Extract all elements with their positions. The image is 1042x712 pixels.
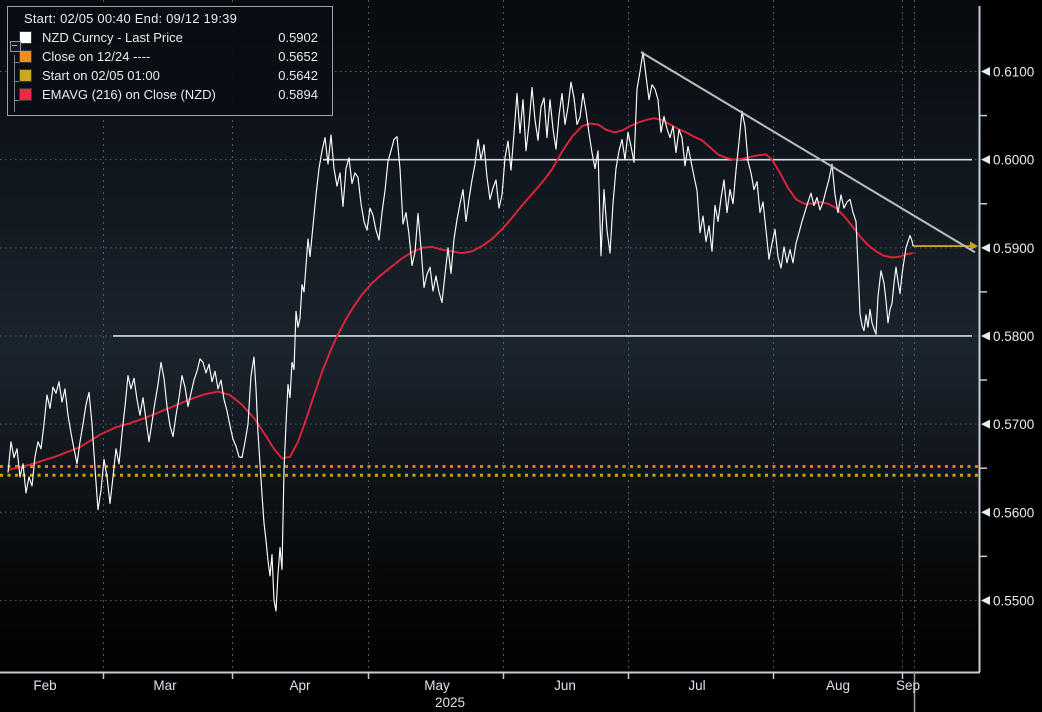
legend-swatch <box>19 50 32 63</box>
legend-item-2[interactable]: Start on 02/05 01:00 0.5642 <box>8 66 332 85</box>
legend-tree-stub <box>14 62 19 63</box>
y-axis-label: 0.5600 <box>993 505 1034 520</box>
legend-item-0[interactable]: NZD Curncy - Last Price 0.5902 <box>8 28 332 47</box>
legend-panel[interactable]: Start: 02/05 00:40 End: 09/12 19:39 NZD … <box>7 6 333 116</box>
legend-swatch <box>19 69 32 82</box>
legend-value: 0.5894 <box>278 87 318 102</box>
legend-tree-stub <box>14 100 19 101</box>
price-line <box>7 51 914 612</box>
month-label-apr: Apr <box>289 678 311 693</box>
month-label-feb: Feb <box>33 678 56 693</box>
legend-label: Start on 02/05 01:00 <box>42 68 160 83</box>
y-axis-label: 0.5900 <box>993 241 1034 256</box>
legend-value: 0.5642 <box>278 68 318 83</box>
legend-swatch <box>19 88 32 101</box>
y-tick-arrow <box>981 507 990 517</box>
y-axis-label: 0.6100 <box>993 65 1034 80</box>
month-label-mar: Mar <box>153 678 177 693</box>
legend-label: EMAVG (216) on Close (NZD) <box>42 87 216 102</box>
y-tick-arrow <box>981 331 990 341</box>
year-label: 2025 <box>435 695 465 710</box>
axis-labels: 0.6100 0.6000 0.5900 0.5800 0.5700 0.5600 0.55… <box>33 65 1034 711</box>
date-range-label: Start: 02/05 00:40 End: 09/12 19:39 <box>24 11 237 26</box>
ema-line <box>7 117 914 471</box>
y-axis-label: 0.5800 <box>993 329 1034 344</box>
legend-value: 0.5902 <box>278 30 318 45</box>
y-tick-arrow <box>981 595 990 605</box>
legend-label: Close on 12/24 ---- <box>42 49 151 64</box>
downtrend-line[interactable] <box>640 51 976 254</box>
month-label-sep: Sep <box>896 678 920 693</box>
y-tick-arrow <box>981 243 990 253</box>
y-tick-arrow <box>981 67 990 76</box>
price-series <box>7 51 914 612</box>
month-label-jun: Jun <box>554 678 576 693</box>
annotations <box>640 51 976 254</box>
y-axis-label: 0.5500 <box>993 593 1034 608</box>
legend-label: NZD Curncy - Last Price <box>42 30 183 45</box>
last-price-arrow <box>970 241 978 251</box>
legend-item-1[interactable]: Close on 12/24 ---- 0.5652 <box>8 47 332 66</box>
legend-item-3[interactable]: EMAVG (216) on Close (NZD) 0.5894 <box>8 85 332 104</box>
legend-value: 0.5652 <box>278 49 318 64</box>
y-axis-label: 0.5700 <box>993 417 1034 432</box>
month-label-jul: Jul <box>688 678 705 693</box>
reference-lines <box>0 158 979 477</box>
legend-swatch <box>19 31 32 44</box>
legend-tree-line <box>14 55 15 112</box>
axes <box>0 6 981 712</box>
month-label-aug: Aug <box>826 678 850 693</box>
legend-collapse-icon[interactable] <box>10 41 21 52</box>
legend-tree-stub <box>14 81 19 82</box>
y-axis-label: 0.6000 <box>993 153 1034 168</box>
y-tick-arrow <box>981 419 990 429</box>
month-label-may: May <box>424 678 450 693</box>
y-tick-arrow <box>981 155 990 165</box>
